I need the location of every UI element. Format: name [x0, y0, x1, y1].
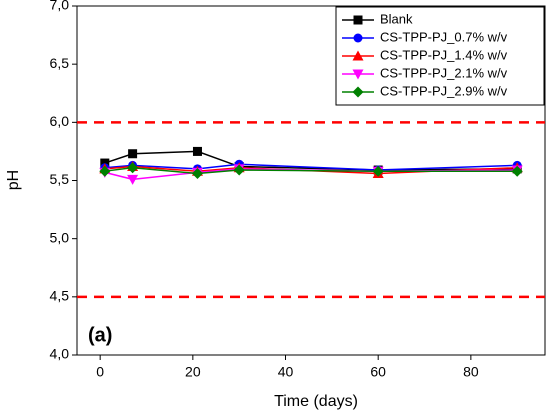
x-tick-label: 0	[96, 364, 104, 380]
marker	[353, 15, 363, 25]
annotation: (a)	[88, 324, 112, 346]
y-tick-label: 5,5	[50, 171, 70, 187]
marker	[127, 174, 139, 185]
marker	[99, 165, 111, 177]
y-tick-label: 5,0	[50, 229, 70, 245]
y-tick-label: 7,0	[50, 0, 70, 13]
marker	[353, 33, 363, 43]
legend-label: CS-TPP-PJ_1.4% w/v	[380, 47, 508, 62]
marker	[372, 165, 384, 177]
marker	[233, 164, 245, 176]
x-tick-label: 40	[278, 364, 294, 380]
marker	[352, 86, 364, 98]
marker	[352, 69, 364, 80]
marker	[128, 149, 138, 159]
marker	[192, 146, 202, 156]
marker	[127, 162, 139, 174]
legend-label: Blank	[380, 11, 413, 26]
legend-label: CS-TPP-PJ_0.7% w/v	[380, 29, 508, 44]
legend: Blank CS-TPP-PJ_0.7% w/v CS-TPP-PJ_1.4% w/…	[335, 6, 545, 106]
legend-label: CS-TPP-PJ_2.9% w/v	[380, 83, 508, 98]
y-tick-label: 4,5	[50, 288, 70, 304]
y-tick-label: 6,0	[50, 113, 70, 129]
y-axis-label: pH	[5, 170, 22, 190]
x-axis-label: Time (days)	[274, 393, 358, 410]
x-tick-label: 80	[463, 364, 479, 380]
y-tick-label: 6,5	[50, 55, 70, 71]
y-tick-label: 4,0	[50, 346, 70, 362]
series-line	[104, 163, 518, 171]
legend-label: CS-TPP-PJ_2.1% w/v	[380, 65, 508, 80]
x-tick-label: 20	[185, 364, 201, 380]
x-tick-label: 60	[370, 364, 386, 380]
marker	[191, 168, 203, 180]
marker	[511, 165, 523, 177]
marker	[100, 158, 110, 168]
marker	[352, 50, 364, 61]
